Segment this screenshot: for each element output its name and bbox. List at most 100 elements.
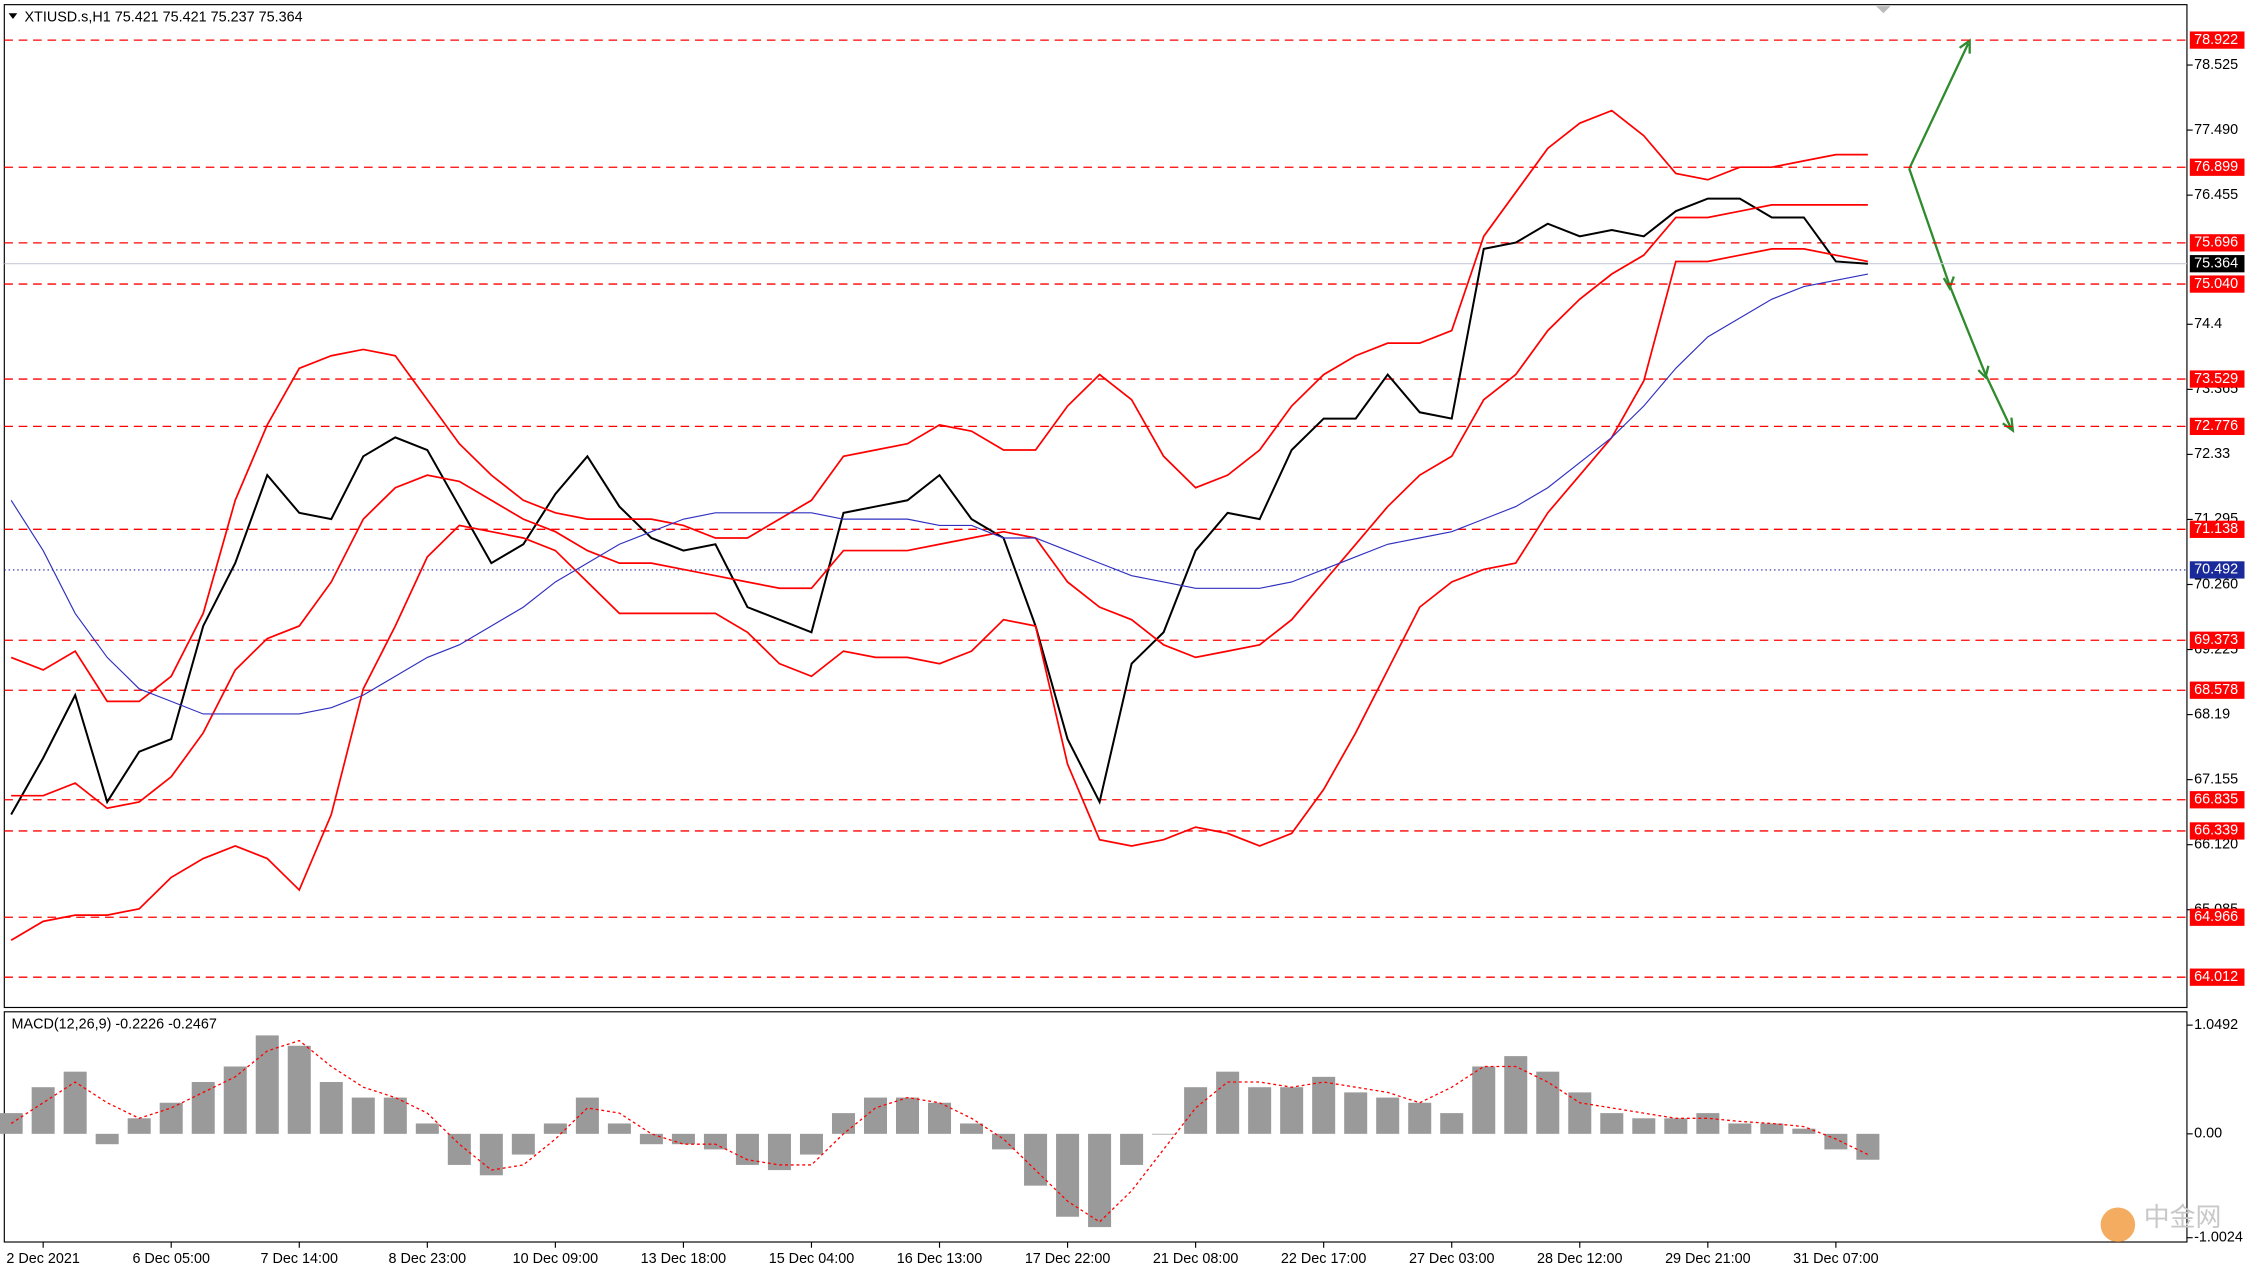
y-tick-label: 66.120 <box>2194 836 2238 852</box>
level-label-bg <box>2189 822 2245 840</box>
macd-bar <box>863 1097 888 1134</box>
macd-bar <box>1024 1133 1048 1186</box>
macd-bar <box>1440 1113 1464 1134</box>
y-tick-label: 72.33 <box>2194 446 2230 462</box>
level-label-bg <box>2189 31 2245 49</box>
macd-bar <box>287 1045 311 1134</box>
series-line <box>10 197 1868 816</box>
arrow-head <box>1942 276 1955 291</box>
macd-bar <box>191 1082 215 1134</box>
macd-bar <box>1600 1113 1624 1134</box>
x-tick-label: 10 Dec 09:00 <box>513 1251 599 1267</box>
watermark: 中金网 <box>2144 1203 2222 1232</box>
current-price-bg <box>2189 255 2245 273</box>
x-tick-label: 15 Dec 04:00 <box>769 1251 855 1267</box>
macd-bar <box>1120 1133 1144 1165</box>
y-tick-label: 78.525 <box>2194 57 2238 73</box>
macd-bar <box>223 1066 247 1134</box>
chart-title: XTIUSD.s,H1 75.421 75.421 75.237 75.364 <box>24 9 302 25</box>
y-tick-label: 1.0492 <box>2194 1017 2238 1033</box>
macd-bar <box>1504 1056 1528 1134</box>
macd-bar <box>511 1133 535 1155</box>
macd-bar <box>63 1071 87 1134</box>
macd-bar <box>703 1133 727 1150</box>
level-label-bg <box>2189 968 2245 986</box>
macd-bar <box>1280 1087 1304 1134</box>
series-line <box>10 273 1869 715</box>
level-label: 73.529 <box>2194 371 2238 387</box>
level-label-bg <box>2189 631 2245 649</box>
level-label-bg <box>2189 370 2245 388</box>
macd-bar <box>1216 1071 1240 1134</box>
macd-bar <box>895 1097 920 1134</box>
macd-bar <box>1792 1128 1816 1134</box>
level-label: 69.373 <box>2194 632 2238 648</box>
level-label: 76.899 <box>2194 159 2238 175</box>
level-label: 66.835 <box>2194 792 2238 808</box>
series-line <box>10 248 1869 941</box>
y-tick-label: 77.490 <box>2194 122 2238 138</box>
y-tick-label: 0.00 <box>2194 1126 2222 1142</box>
macd-bar <box>159 1102 183 1134</box>
y-tick-label: 74.4 <box>2194 316 2222 332</box>
price-panel <box>3 4 2188 1009</box>
macd-bar <box>960 1123 984 1134</box>
macd-bar <box>95 1133 119 1145</box>
level-label-bg <box>2189 158 2245 176</box>
macd-bar <box>1824 1133 1848 1150</box>
macd-bar <box>1568 1092 1592 1134</box>
macd-bar <box>767 1133 791 1171</box>
macd-bar <box>1856 1133 1880 1160</box>
marker-label: 70.492 <box>2194 562 2238 578</box>
level-label-bg <box>2189 275 2245 293</box>
level-label: 64.966 <box>2194 909 2238 925</box>
macd-bar <box>1536 1071 1560 1134</box>
level-label-bg <box>2189 417 2245 436</box>
macd-bar <box>1696 1113 1720 1134</box>
x-tick-label: 17 Dec 22:00 <box>1025 1251 1111 1267</box>
shift-marker <box>1876 6 1891 14</box>
x-tick-label: 29 Dec 21:00 <box>1665 1251 1751 1267</box>
x-tick-label: 2 Dec 2021 <box>6 1251 80 1267</box>
x-tick-label: 8 Dec 23:00 <box>389 1251 467 1267</box>
macd-bar <box>1664 1118 1688 1134</box>
level-label: 71.138 <box>2194 521 2238 537</box>
y-tick-label: 67.155 <box>2194 771 2238 787</box>
marker-label-bg <box>2189 561 2245 579</box>
macd-bar <box>543 1123 567 1134</box>
collapse-icon <box>8 13 18 20</box>
macd-bar <box>575 1097 599 1134</box>
macd-bar <box>1408 1102 1432 1134</box>
level-label: 68.578 <box>2194 682 2238 698</box>
x-tick-label: 28 Dec 12:00 <box>1537 1251 1623 1267</box>
level-label: 64.012 <box>2194 969 2238 985</box>
y-tick-label: 70.260 <box>2194 576 2238 592</box>
watermark-logo <box>2100 1207 2136 1243</box>
level-label-bg <box>2189 681 2245 699</box>
level-label: 75.040 <box>2194 276 2238 292</box>
macd-bar <box>319 1082 343 1134</box>
macd-bar <box>1056 1133 1080 1217</box>
macd-bar <box>255 1035 279 1134</box>
macd-bar <box>1184 1087 1208 1134</box>
macd-bar <box>1728 1123 1752 1134</box>
macd-bar <box>992 1133 1016 1150</box>
macd-bar <box>1088 1133 1112 1228</box>
arrow-up <box>1908 43 1970 170</box>
y-tick-label: 76.455 <box>2194 187 2238 203</box>
level-label: 66.339 <box>2194 823 2238 839</box>
x-tick-label: 7 Dec 14:00 <box>260 1251 338 1267</box>
x-tick-label: 22 Dec 17:00 <box>1281 1251 1367 1267</box>
macd-bar <box>671 1133 695 1145</box>
macd-bar <box>415 1123 439 1134</box>
macd-bar <box>1376 1097 1400 1134</box>
level-label: 72.776 <box>2194 418 2238 434</box>
macd-bar <box>831 1113 855 1134</box>
macd-bar <box>1344 1092 1368 1134</box>
level-label-bg <box>2189 520 2245 538</box>
arrow-down <box>1908 168 2013 430</box>
macd-bar <box>928 1102 952 1134</box>
macd-bar <box>1152 1133 1176 1135</box>
